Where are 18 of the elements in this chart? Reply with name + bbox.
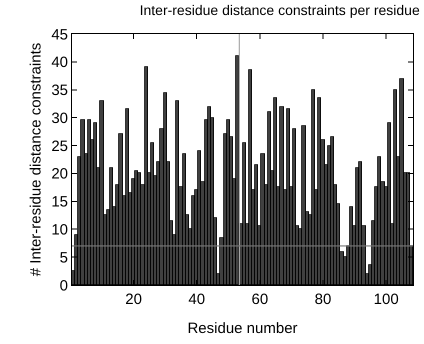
- y-tick-label: 45: [51, 26, 68, 44]
- y-tick-label: 30: [51, 110, 68, 127]
- x-tick-label: 60: [252, 291, 268, 308]
- x-axis-title: Residue number: [187, 320, 298, 337]
- y-tick-label: 5: [60, 249, 68, 266]
- y-tick-label: 35: [51, 82, 68, 100]
- y-tick-label: 10: [51, 221, 68, 238]
- y-tick-label: 15: [51, 194, 68, 211]
- y-tick-label: 0: [60, 277, 68, 294]
- x-tick-label: 80: [314, 291, 332, 308]
- y-axis-title: # Inter-residue distance constraints: [28, 42, 45, 276]
- x-tick-label: 40: [188, 291, 206, 308]
- y-tick-label: 40: [51, 54, 68, 72]
- x-tick-label: 100: [374, 291, 399, 308]
- chart-title: Inter-residue distance constraints per residue: [140, 2, 420, 18]
- y-tick-label: 25: [51, 138, 68, 155]
- y-tick-label: 20: [51, 166, 68, 183]
- x-tick-label: 20: [125, 291, 142, 308]
